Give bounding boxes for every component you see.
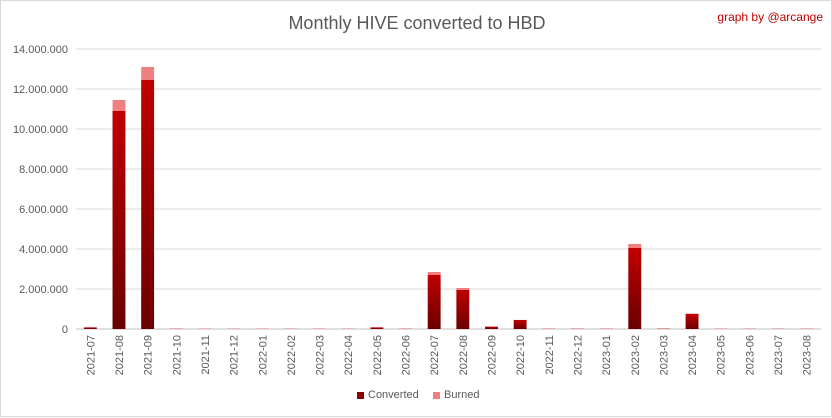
x-tick-label: 2022-11 (544, 335, 556, 375)
chart-credit: graph by @arcange (717, 10, 823, 24)
chart-title: Monthly HIVE converted to HBD (288, 13, 545, 33)
x-tick-label: 2021-12 (229, 335, 241, 375)
bar-converted (428, 275, 441, 329)
x-tick-label: 2022-08 (458, 335, 470, 375)
legend-swatch-burned (433, 392, 440, 399)
x-tick-label: 2021-09 (143, 335, 155, 375)
x-tick-label: 2022-03 (315, 335, 327, 375)
x-tick-label: 2023-06 (744, 335, 756, 375)
bar-converted (514, 320, 527, 329)
x-tick-label: 2022-01 (257, 335, 269, 375)
x-tick-label: 2023-03 (658, 335, 670, 375)
bar-burned (456, 288, 469, 290)
grid-lines (76, 49, 821, 329)
bar-converted (84, 327, 97, 329)
x-tick-label: 2022-09 (486, 335, 498, 375)
y-tick-label: 14.000.000 (13, 44, 68, 56)
bar-converted (370, 327, 383, 329)
y-tick-label: 6.000.000 (19, 204, 68, 216)
x-tick-label: 2021-08 (114, 335, 126, 375)
bars (84, 67, 813, 329)
y-tick-label: 8.000.000 (19, 164, 68, 176)
bar-converted (686, 314, 699, 329)
legend: Converted Burned (357, 389, 479, 401)
bar-converted (113, 111, 126, 329)
x-tick-label: 2022-05 (372, 335, 384, 375)
bar-burned (428, 272, 441, 275)
x-tick-label: 2022-06 (401, 335, 413, 375)
x-tick-label: 2021-10 (171, 335, 183, 375)
x-tick-label: 2023-01 (601, 335, 613, 375)
x-tick-label: 2023-07 (773, 335, 785, 375)
bar-burned (141, 67, 154, 80)
bar-burned (113, 100, 126, 111)
x-tick-label: 2023-02 (630, 335, 642, 375)
y-axis-ticks: 0 2.000.000 4.000.000 6.000.000 8.000.000 10.… (13, 44, 68, 336)
x-tick-label: 2021-07 (85, 335, 97, 375)
x-tick-label: 2023-05 (716, 335, 728, 375)
y-tick-label: 0 (62, 324, 68, 336)
y-tick-label: 2.000.000 (19, 284, 68, 296)
x-tick-label: 2021-11 (200, 335, 212, 375)
x-tick-label: 2022-12 (572, 335, 584, 375)
x-tick-label: 2023-04 (687, 335, 699, 375)
bar-converted (141, 80, 154, 329)
x-tick-label: 2023-08 (802, 335, 814, 375)
y-tick-label: 12.000.000 (13, 84, 68, 96)
legend-swatch-converted (357, 392, 364, 399)
x-tick-label: 2022-02 (286, 335, 298, 375)
y-tick-label: 10.000.000 (13, 124, 68, 136)
legend-label-burned: Burned (444, 389, 479, 401)
x-tick-label: 2022-07 (429, 335, 441, 375)
y-tick-label: 4.000.000 (19, 244, 68, 256)
bar-converted (485, 327, 498, 329)
bar-burned (628, 244, 641, 248)
x-tick-label: 2022-10 (515, 335, 527, 375)
bar-converted (628, 248, 641, 329)
x-tick-label: 2022-04 (343, 335, 355, 375)
bar-converted (456, 290, 469, 329)
legend-label-converted: Converted (368, 389, 419, 401)
x-axis-ticks: 2021-07 2021-08 2021-09 2021-10 2021-11 2021-… (85, 335, 813, 375)
